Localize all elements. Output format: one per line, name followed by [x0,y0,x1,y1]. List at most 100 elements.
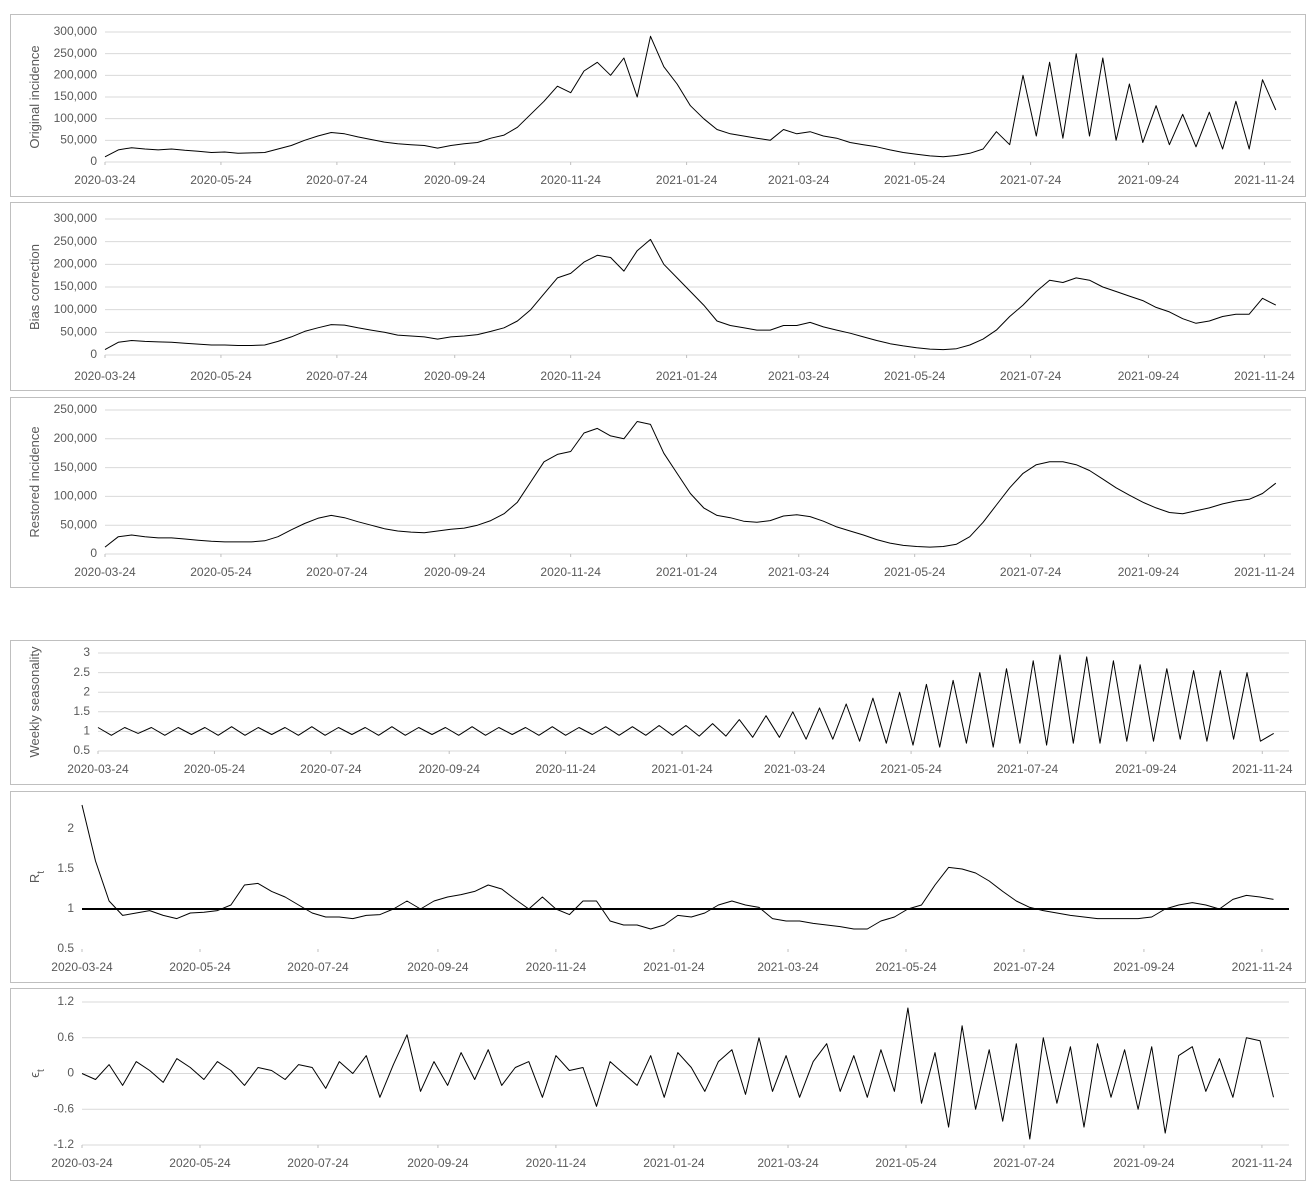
x-tick-label: 2021-01-24 [656,565,718,579]
data-line [81,1007,1274,1140]
data-line [104,35,1277,158]
y-axis-label-text: Bias correction [27,244,42,330]
x-tick-label: 2021-09-24 [1118,173,1180,187]
x-tick-label: 2021-03-24 [757,1156,819,1170]
x-tick-label: 2020-03-24 [74,173,136,187]
x-tick-label: 2021-01-24 [651,762,713,776]
x-tick-label: 2020-07-24 [300,762,362,776]
y-axis-label: Restored incidence [27,426,42,537]
x-tick-label: 2021-07-24 [1000,173,1062,187]
data-line [81,804,1274,930]
x-tick-label: 2021-03-24 [764,762,826,776]
y-tick-label: 1.5 [57,861,74,875]
x-tick-label: 2020-09-24 [407,960,469,974]
y-axis-label: Original incidence [27,45,42,148]
x-tick-label: 2020-11-24 [540,369,601,383]
panel-frame [10,202,1306,391]
x-tick-label: 2021-11-24 [1234,173,1295,187]
x-tick-label: 2020-11-24 [526,1156,587,1170]
y-tick-label: 0 [90,154,97,168]
x-tick-label: 2021-03-24 [768,369,830,383]
y-tick-label: 200,000 [54,257,98,271]
y-tick-label: -1.2 [53,1137,74,1151]
y-tick-label: 50,000 [60,133,97,147]
x-tick-label: 2020-07-24 [287,960,349,974]
y-tick-label: 150,000 [54,279,98,293]
x-tick-label: 2020-07-24 [287,1156,349,1170]
x-tick-label: 2020-03-24 [51,960,113,974]
x-tick-label: 2021-03-24 [757,960,819,974]
x-tick-label: 2020-03-24 [74,565,136,579]
y-tick-label: 100,000 [54,302,98,316]
x-tick-label: 2020-03-24 [74,369,136,383]
y-tick-label: 2 [83,684,90,698]
x-tick-label: 2021-05-24 [875,1156,937,1170]
x-tick-label: 2020-05-24 [190,565,252,579]
x-tick-label: 2020-05-24 [184,762,246,776]
y-tick-label: 250,000 [54,46,98,60]
y-tick-label: 50,000 [60,325,97,339]
x-tick-label: 2021-11-24 [1232,762,1293,776]
x-tick-label: 2021-07-24 [993,960,1055,974]
x-tick-label: 2020-11-24 [540,565,601,579]
x-tick-label: 2020-09-24 [424,565,486,579]
x-tick-label: 2020-07-24 [306,369,368,383]
x-tick-label: 2021-09-24 [1113,960,1175,974]
x-tick-label: 2021-07-24 [997,762,1059,776]
y-tick-label: 1 [83,724,90,738]
x-tick-label: 2021-07-24 [993,1156,1055,1170]
x-tick-label: 2021-05-24 [880,762,942,776]
y-tick-label: 1.2 [57,994,74,1008]
y-axis-label: Rt [27,871,46,883]
y-axis-label: ϵt [27,1069,46,1078]
y-tick-label: -0.6 [53,1101,74,1115]
y-tick-label: 100,000 [54,489,98,503]
x-tick-label: 2020-05-24 [190,173,252,187]
x-tick-label: 2020-09-24 [424,369,486,383]
y-tick-label: 2 [67,821,74,835]
data-line [104,238,1277,351]
y-axis-label: Weekly seasonality [27,646,42,758]
y-tick-label: 1 [67,901,74,915]
y-tick-label: 50,000 [60,517,97,531]
x-tick-label: 2020-09-24 [418,762,480,776]
y-tick-label: 300,000 [54,211,98,225]
y-tick-label: 0.5 [57,941,74,955]
y-axis-label: Bias correction [27,244,42,330]
x-tick-label: 2020-07-24 [306,565,368,579]
x-tick-label: 2021-11-24 [1232,1156,1293,1170]
y-axis-label-text: Restored incidence [27,426,42,537]
x-tick-label: 2020-11-24 [526,960,587,974]
x-tick-label: 2020-09-24 [424,173,486,187]
data-line [104,421,1277,548]
y-tick-label: 300,000 [54,24,98,38]
y-tick-label: 3 [83,645,90,659]
x-tick-label: 2020-05-24 [190,369,252,383]
x-tick-label: 2020-11-24 [535,762,596,776]
y-tick-label: 1.5 [73,704,90,718]
x-tick-label: 2021-03-24 [768,173,830,187]
y-tick-label: 0.5 [73,743,90,757]
x-tick-label: 2021-09-24 [1113,1156,1175,1170]
x-tick-label: 2021-05-24 [884,565,946,579]
panel-frame [10,14,1306,197]
x-tick-label: 2021-07-24 [1000,565,1062,579]
y-axis-label-text: ϵ [27,1072,42,1078]
x-tick-label: 2021-05-24 [884,369,946,383]
panel-frame [10,397,1306,588]
x-tick-label: 2021-01-24 [643,960,705,974]
y-tick-label: 250,000 [54,402,98,416]
y-axis-label-subscript: t [36,1069,47,1072]
x-tick-label: 2021-11-24 [1232,960,1293,974]
y-tick-label: 200,000 [54,68,98,82]
data-line [97,654,1274,748]
x-tick-label: 2020-09-24 [407,1156,469,1170]
y-axis-label-text: Original incidence [27,45,42,148]
x-tick-label: 2021-01-24 [643,1156,705,1170]
x-tick-label: 2021-09-24 [1118,565,1180,579]
x-tick-label: 2021-05-24 [875,960,937,974]
y-axis-label-text: Weekly seasonality [27,646,42,758]
x-tick-label: 2020-03-24 [51,1156,113,1170]
